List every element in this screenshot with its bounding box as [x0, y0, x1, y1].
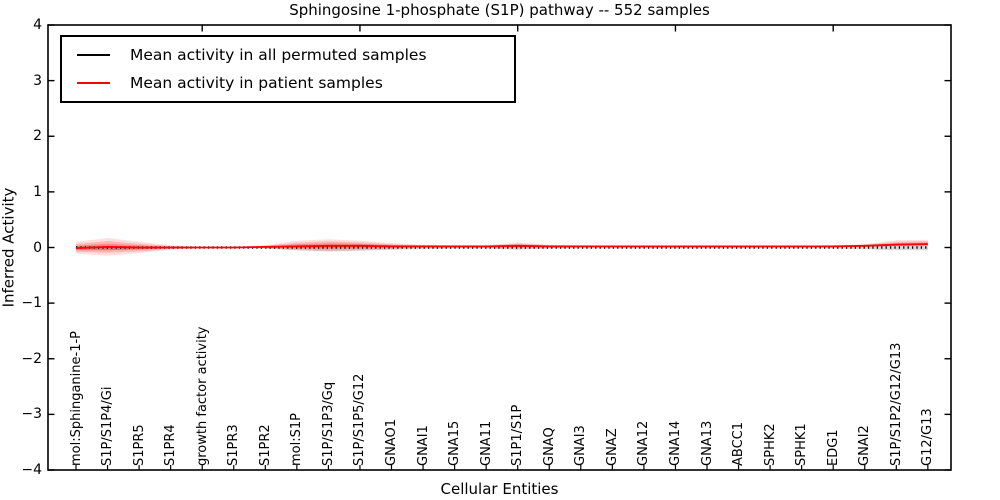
y-tick-label: 3	[33, 72, 42, 89]
legend-line-icon	[77, 54, 110, 56]
x-category-label: S1PR4	[163, 424, 179, 466]
x-category-label: GNA14	[667, 420, 683, 466]
x-category-label: mol:S1P	[289, 413, 305, 466]
x-category-label: mol:Sphinganine-1-P	[68, 330, 84, 466]
x-category-label: S1PR2	[257, 424, 273, 466]
x-category-label: EDG1	[825, 429, 841, 466]
x-category-label: GNAI1	[415, 425, 431, 466]
x-category-label: GNAI3	[573, 425, 589, 466]
y-tick-label: 4	[33, 17, 42, 33]
patient-mean-line	[75, 243, 928, 249]
legend-label: Mean activity in all permuted samples	[130, 46, 427, 64]
x-category-label: S1P/S1P3/Gq	[320, 381, 336, 466]
y-tick-label: −3	[21, 406, 42, 423]
axis-ticks	[48, 24, 951, 471]
chart-title: Sphingosine 1-phosphate (S1P) pathway --…	[289, 1, 710, 19]
x-category-label: GNA12	[636, 420, 652, 466]
x-category-label: S1P/S1P4/Gi	[100, 386, 116, 466]
legend-label: Mean activity in patient samples	[130, 74, 383, 92]
legend-row: Mean activity in all permuted samples	[62, 41, 514, 69]
x-category-label: GNAO1	[384, 419, 399, 466]
y-tick-label: 0	[33, 239, 42, 256]
y-tick-label: 1	[33, 183, 42, 200]
x-axis-label: Cellular Entities	[440, 480, 559, 498]
x-category-label: GNA13	[699, 420, 715, 466]
y-tick-label: −4	[21, 462, 42, 478]
x-category-label: GNA15	[447, 420, 463, 466]
x-category-label: SPHK2	[762, 423, 778, 466]
x-category-label: S1PR5	[131, 424, 147, 466]
x-category-label: GNA11	[478, 420, 494, 466]
x-category-label: GNAZ	[604, 428, 620, 466]
x-category-label: G12/G13	[920, 408, 936, 466]
legend-row: Mean activity in patient samples	[62, 69, 514, 97]
legend: Mean activity in all permuted samples Mea…	[60, 35, 516, 103]
x-category-label: S1PR3	[226, 424, 242, 466]
legend-line-icon	[77, 82, 110, 84]
x-category-label: SPHK1	[794, 423, 810, 466]
x-category-label: S1P1/S1P	[510, 404, 526, 466]
y-tick-label: 2	[33, 128, 42, 145]
y-tick-label: −2	[21, 350, 42, 367]
x-category-label: growth factor activity	[194, 326, 210, 466]
x-category-label: S1P/S1P5/G12	[352, 373, 368, 466]
x-category-label: GNAQ	[541, 427, 557, 466]
x-category-label: S1P/S1P2/G12/G13	[888, 342, 904, 466]
y-tick-label: −1	[21, 295, 42, 312]
x-category-label: GNAI2	[857, 425, 873, 466]
x-category-label: ABCC1	[731, 421, 747, 466]
